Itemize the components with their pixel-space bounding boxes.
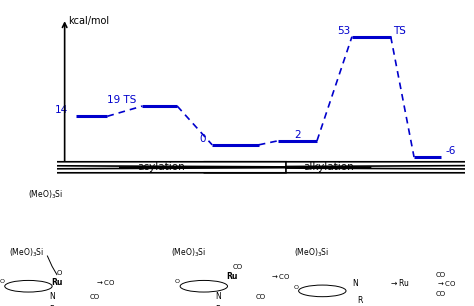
Text: $\to$CO: $\to$CO	[436, 279, 456, 288]
Text: CO: CO	[436, 290, 446, 297]
Text: O: O	[0, 279, 5, 284]
Text: CO: CO	[90, 294, 100, 300]
Text: 2: 2	[294, 130, 301, 140]
Text: $\to$CO: $\to$CO	[95, 278, 115, 287]
Text: 0: 0	[200, 134, 206, 144]
Text: O: O	[175, 279, 180, 284]
Text: N: N	[215, 292, 221, 301]
Text: (MeO)$_3$Si: (MeO)$_3$Si	[9, 247, 45, 259]
Text: $\to$CO: $\to$CO	[270, 272, 291, 281]
Text: CO: CO	[436, 272, 446, 278]
Text: Ru: Ru	[51, 278, 63, 287]
Polygon shape	[0, 161, 371, 174]
Text: O: O	[293, 285, 299, 289]
Text: kcal/mol: kcal/mol	[69, 16, 109, 26]
Text: (MeO)$_3$Si: (MeO)$_3$Si	[294, 247, 329, 259]
Text: (MeO)$_3$Si: (MeO)$_3$Si	[171, 247, 206, 259]
Text: 14: 14	[55, 105, 69, 115]
Text: TS: TS	[392, 26, 406, 36]
Text: R: R	[357, 296, 363, 304]
Text: O: O	[57, 270, 62, 276]
Text: R: R	[215, 305, 221, 306]
Text: R: R	[49, 305, 55, 306]
Text: $\to$Ru: $\to$Ru	[389, 277, 410, 288]
Text: N: N	[49, 292, 55, 301]
Text: acylation: acylation	[138, 162, 186, 172]
Text: alkylation: alkylation	[303, 162, 354, 172]
Text: Ru: Ru	[227, 272, 238, 281]
Text: CO: CO	[256, 294, 266, 300]
Text: N: N	[353, 279, 358, 288]
Text: -6: -6	[445, 146, 456, 156]
Text: 53: 53	[337, 26, 350, 36]
Text: 19 TS: 19 TS	[107, 95, 137, 105]
Text: (MeO)$_3$Si: (MeO)$_3$Si	[28, 189, 64, 201]
Polygon shape	[119, 161, 474, 174]
Text: CO: CO	[232, 264, 242, 270]
